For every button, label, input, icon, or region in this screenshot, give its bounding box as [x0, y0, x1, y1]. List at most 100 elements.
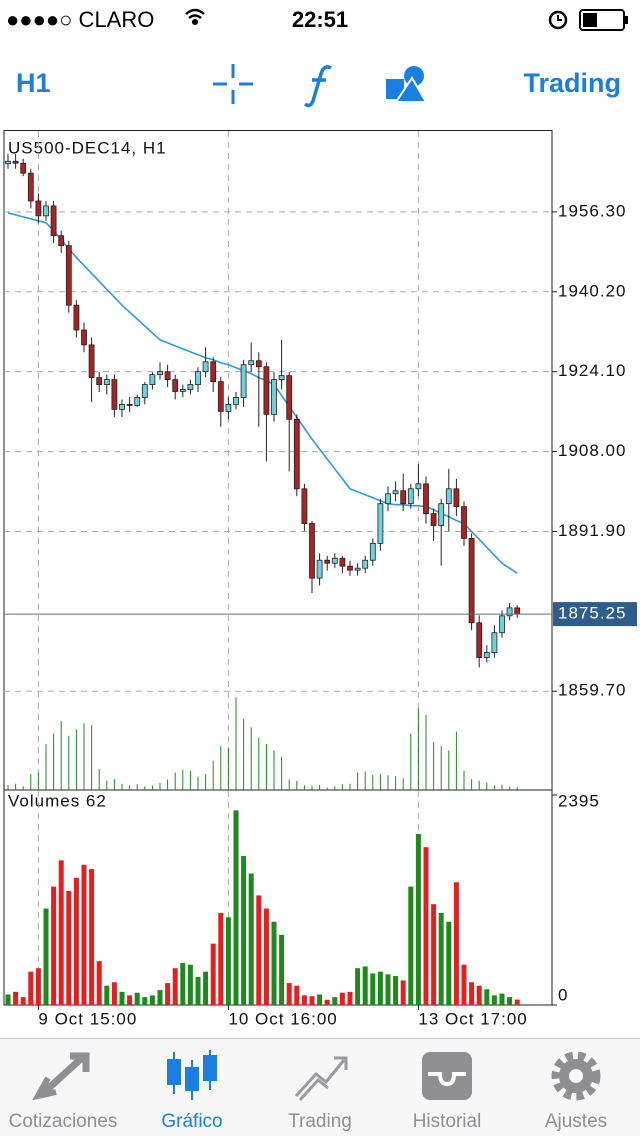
moving-average — [7, 212, 518, 574]
volume-title: Volumes 62 — [8, 791, 107, 810]
volume-bar — [13, 991, 19, 1005]
volume-bar — [453, 882, 459, 1005]
volume-bar — [104, 985, 110, 1005]
objects-button[interactable] — [386, 66, 428, 103]
timeframe-button[interactable]: H1 — [16, 68, 51, 98]
y-tick-label: 1940.20 — [558, 281, 626, 300]
volume-bar — [28, 971, 34, 1005]
candle-body — [369, 542, 376, 561]
volume-bar — [73, 877, 79, 1005]
volume-bar — [195, 976, 201, 1005]
volume-bar — [385, 974, 391, 1005]
tab-label[interactable]: Ajustes — [545, 1111, 607, 1132]
tab-label[interactable]: Historial — [413, 1111, 482, 1132]
candle-body — [225, 404, 232, 412]
candle-body — [179, 389, 186, 392]
candle-body — [278, 375, 285, 381]
candle-body — [149, 374, 156, 385]
y-tick-label: 1891.90 — [558, 521, 626, 540]
volume-bar — [309, 996, 315, 1005]
candle-body — [164, 371, 171, 381]
volume-bar — [96, 961, 102, 1005]
volume-bar — [157, 990, 163, 1005]
volume-bar — [172, 968, 178, 1005]
candle-body — [483, 652, 490, 658]
volume-bar — [51, 886, 57, 1005]
trading-icon[interactable] — [294, 1056, 348, 1102]
candle-body — [293, 418, 300, 490]
volume-bar — [400, 980, 406, 1005]
candle-body — [506, 607, 513, 617]
candle-body — [339, 557, 346, 567]
volume-bar — [111, 982, 117, 1005]
candle-body — [195, 371, 201, 385]
candle-body — [331, 557, 338, 564]
candle-body — [88, 344, 95, 379]
candle-body — [240, 364, 247, 398]
chart-icon[interactable] — [167, 1050, 217, 1100]
volume-bar — [469, 982, 475, 1005]
tab-label[interactable]: Cotizaciones — [9, 1111, 118, 1132]
indicators-button[interactable] — [303, 65, 332, 108]
volume-bar — [241, 855, 247, 1005]
volume-bar — [180, 962, 186, 1005]
carrier: ●●●●○ CLARO — [6, 7, 154, 32]
volume-bar — [408, 886, 414, 1005]
candle-body — [35, 200, 42, 217]
candle-body — [286, 375, 293, 420]
battery-icon — [579, 9, 628, 31]
volume-bar — [362, 966, 368, 1005]
candle-body — [430, 513, 437, 526]
candle-body — [309, 523, 315, 579]
settings-icon[interactable] — [551, 1051, 601, 1101]
tab-label[interactable]: Trading — [288, 1111, 352, 1132]
candle-body — [43, 205, 49, 217]
chart-title: US500-DEC14, H1 — [8, 138, 167, 157]
volume-bar — [119, 991, 125, 1005]
volume-bar — [446, 921, 452, 1005]
candle-body — [81, 329, 87, 346]
candle-body — [347, 565, 353, 571]
y-tick-label: 1908.00 — [558, 441, 626, 460]
quotes-icon[interactable] — [32, 1052, 90, 1101]
volume-bar — [499, 993, 505, 1005]
volume-bar — [514, 999, 520, 1005]
candle-body — [58, 235, 65, 247]
candle-body — [423, 483, 429, 514]
volume-bar — [339, 992, 345, 1005]
candle-body — [271, 379, 277, 415]
candle-body — [12, 160, 19, 164]
candle-body — [468, 538, 475, 624]
volume-bar — [142, 997, 148, 1005]
current-price-label: 1875.25 — [558, 604, 626, 623]
candle-body — [73, 304, 80, 331]
volume-bar — [438, 912, 444, 1005]
candle-body — [407, 488, 414, 505]
volume-bar — [423, 847, 429, 1005]
candle-body — [96, 377, 103, 385]
history-icon[interactable] — [422, 1052, 472, 1100]
volume-bar — [324, 999, 330, 1005]
volume-bar — [355, 968, 361, 1005]
wifi-icon — [185, 8, 205, 26]
current-price-box — [553, 602, 637, 627]
trading-button[interactable]: Trading — [523, 68, 621, 98]
candle-body — [301, 488, 308, 524]
candle-body — [385, 493, 391, 505]
volume-bar — [377, 971, 383, 1005]
volume-bar — [66, 891, 72, 1005]
crosshair-button[interactable] — [213, 64, 253, 104]
volume-bar — [370, 973, 376, 1005]
volume-bar — [134, 992, 140, 1005]
volume-bar — [20, 997, 26, 1005]
candle-body — [377, 503, 384, 544]
volume-bar — [286, 983, 292, 1005]
volume-bar — [279, 934, 285, 1005]
tab-label[interactable]: Gráfico — [161, 1111, 222, 1132]
volume-bar — [431, 904, 437, 1005]
candle-body — [172, 379, 179, 392]
volume-bar — [263, 908, 269, 1005]
volume-bar — [347, 991, 353, 1005]
candle-body — [50, 205, 57, 237]
